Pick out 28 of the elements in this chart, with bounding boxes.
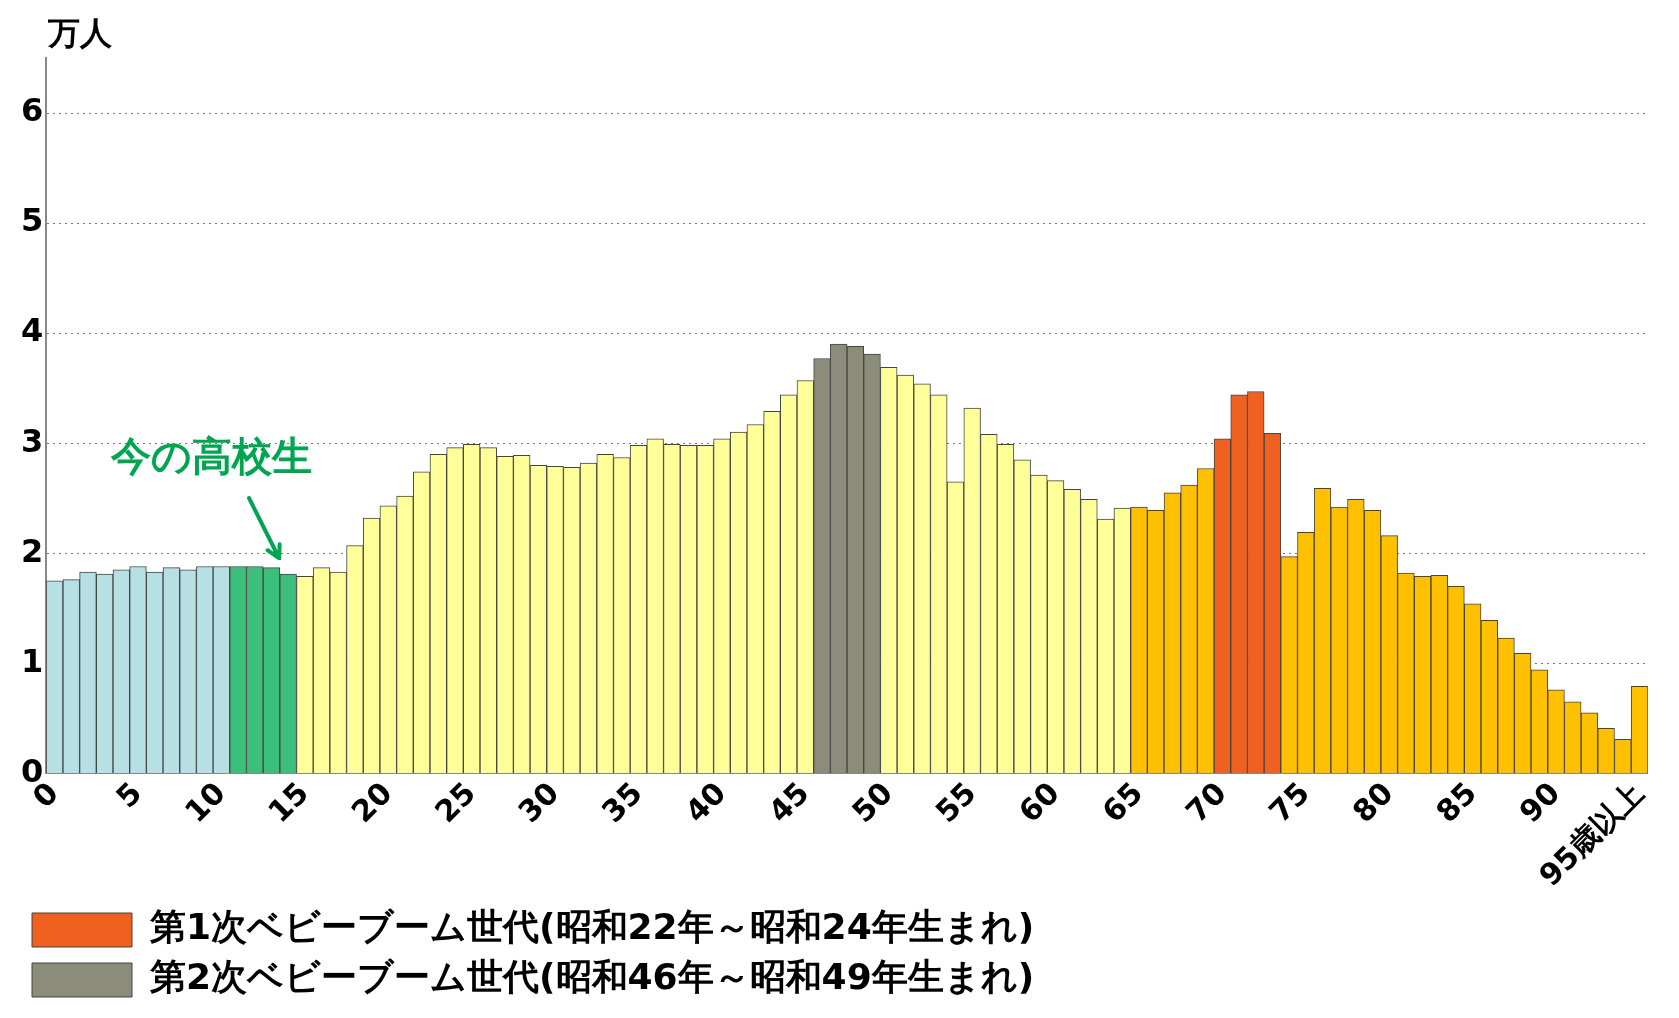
x-tick-label: 40 (678, 774, 733, 830)
x-tick-label: 50 (844, 774, 900, 830)
x-tick-label: 25 (427, 774, 483, 830)
x-tick-label: 70 (1178, 774, 1233, 830)
x-tick-label: 80 (1345, 774, 1400, 830)
x-tick-label: 55 (928, 774, 983, 830)
y-tick-label: 2 (21, 531, 44, 570)
x-tick-label: 5 (108, 774, 149, 815)
x-tick-label: 10 (177, 774, 232, 830)
y-tick-label: 6 (21, 91, 44, 130)
legend-label: 第2次ベビーブーム世代(昭和46年～昭和49年生まれ) (149, 956, 1035, 998)
x-tick-label: 75 (1262, 774, 1317, 830)
x-tick-label: 20 (344, 774, 399, 830)
y-tick-label: 1 (21, 641, 44, 680)
x-tick-label: 15 (261, 774, 316, 830)
x-tick-label: 30 (511, 774, 566, 830)
y-tick-label: 3 (21, 421, 44, 460)
y-tick-label: 5 (21, 201, 44, 240)
x-tick-label: 35 (594, 774, 649, 830)
y-axis-title: 万人 (47, 14, 113, 53)
legend-label: 第1次ベビーブーム世代(昭和22年～昭和24年生まれ) (149, 906, 1035, 948)
x-tick-label: 85 (1428, 774, 1484, 830)
x-tick-label: 60 (1011, 774, 1067, 830)
x-tick-label: 65 (1095, 774, 1150, 830)
annotation: 今の高校生 (110, 433, 313, 480)
y-tick-label: 4 (21, 311, 44, 350)
x-tick-label: 90 (1512, 774, 1567, 830)
x-tick-label: 45 (761, 774, 816, 830)
